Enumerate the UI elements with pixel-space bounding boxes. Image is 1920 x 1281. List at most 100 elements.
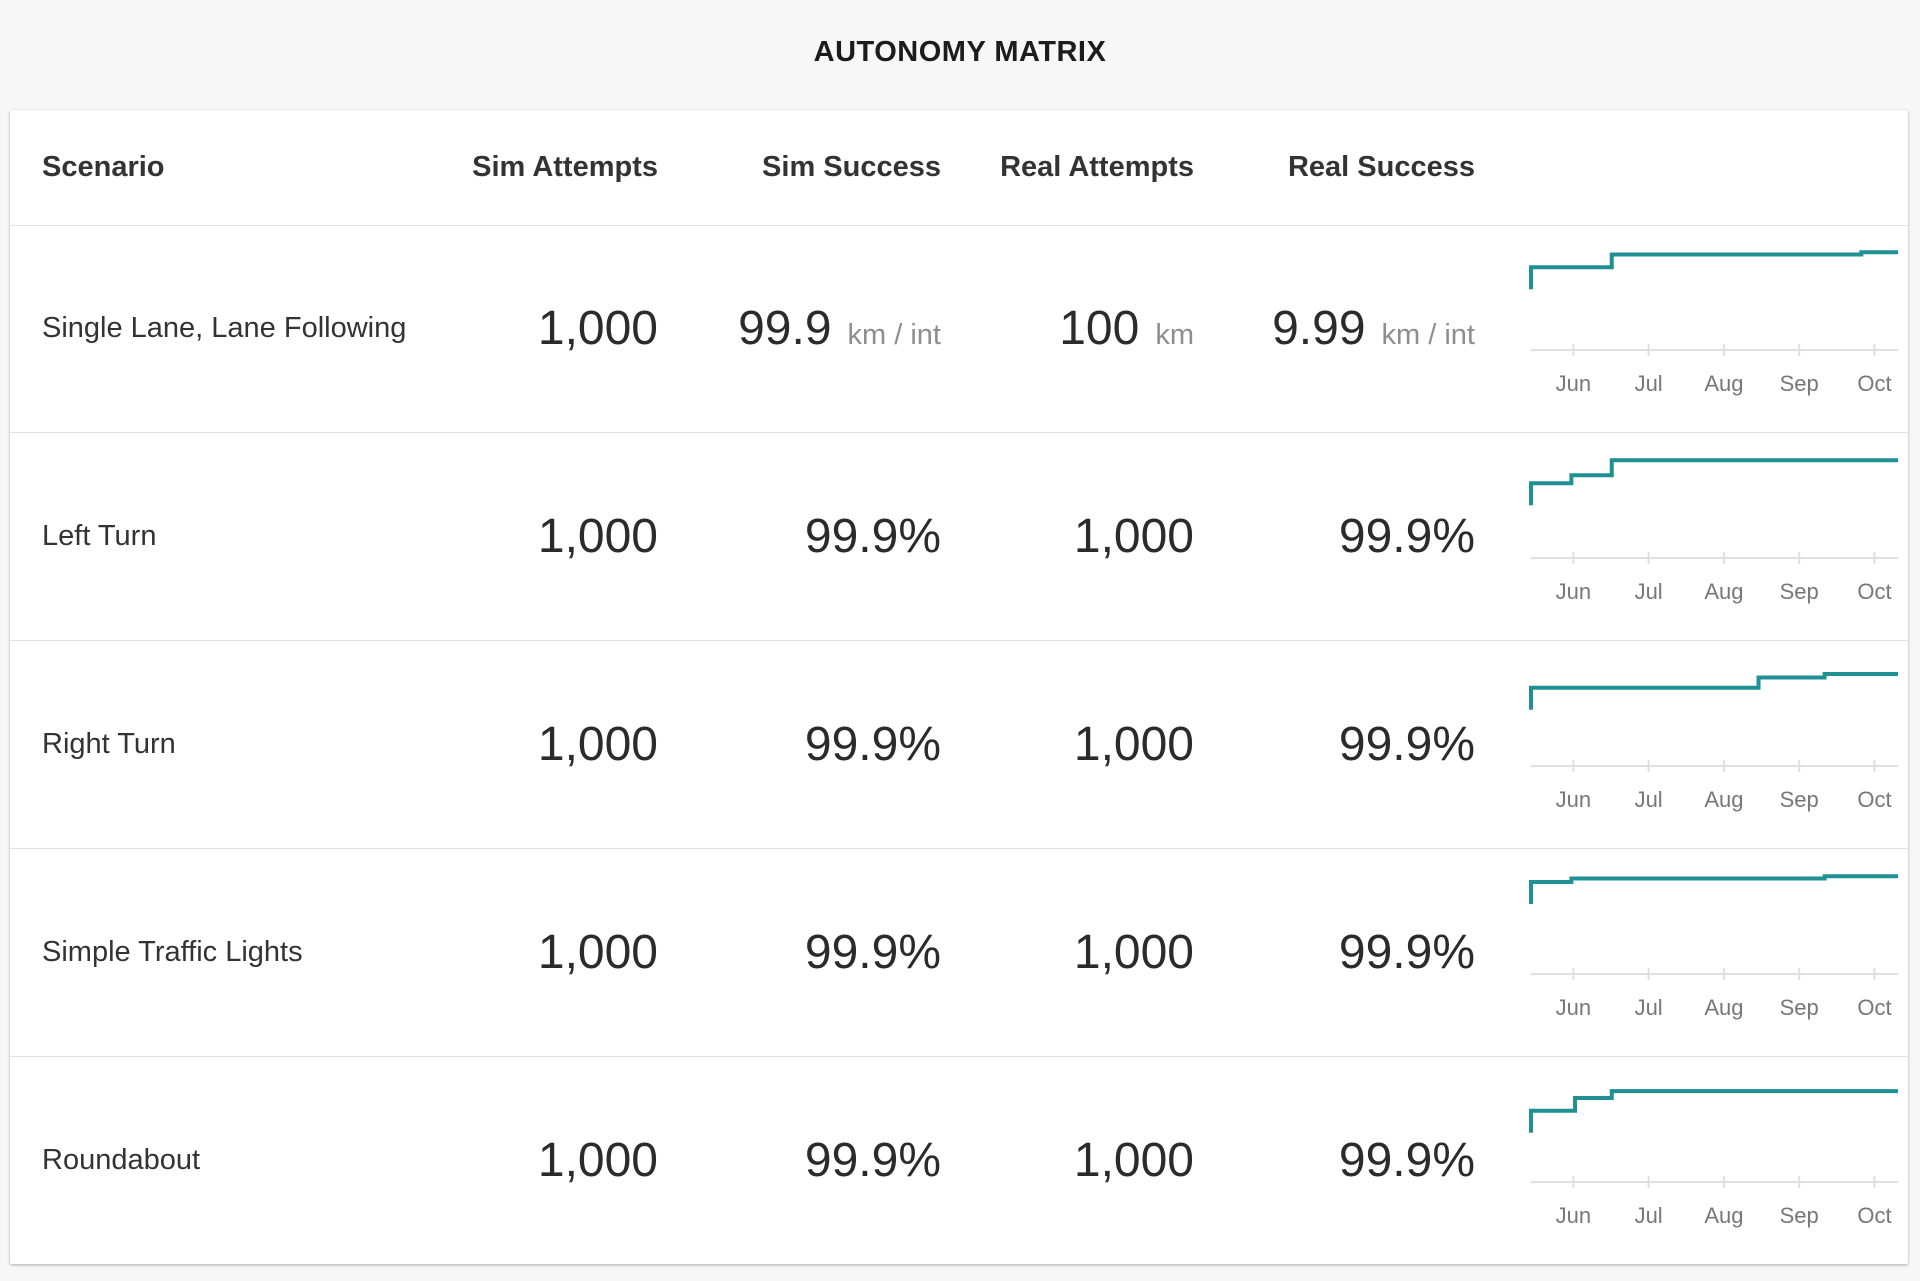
sparkline-tick-label: Jul (1635, 371, 1663, 396)
table-row[interactable]: Roundabout 1,000 99.9% 1,000 99.9% Jun Jul Aug S… (10, 1057, 1908, 1264)
sim-success-cell: 99.9% (805, 849, 941, 1056)
real-attempts-value: 100 (1059, 302, 1140, 355)
table-row[interactable]: Right Turn 1,000 99.9% 1,000 99.9% Jun Jul Aug S… (10, 641, 1908, 849)
real-attempts-cell: 100 km (1059, 225, 1194, 432)
sparkline-svg: Jun Jul Aug Sep Oct (1529, 458, 1898, 604)
sparkline-tick-label: Jul (1635, 995, 1663, 1020)
table-row[interactable]: Single Lane, Lane Following 1,000 99.9 km /… (10, 225, 1908, 433)
real-success-unit: km / int (1381, 319, 1475, 351)
sparkline-tick-label: Aug (1704, 787, 1743, 812)
column-header-scenario[interactable]: Scenario (42, 151, 165, 183)
scenario-name: Single Lane, Lane Following (42, 312, 407, 344)
scenario-name: Roundabout (42, 1144, 201, 1176)
real-attempts-cell: 1,000 (1074, 1057, 1194, 1264)
sparkline-tick-label: Aug (1704, 995, 1743, 1020)
real-success-cell: 99.9% (1339, 1057, 1475, 1264)
sim-success-cell: 99.9% (805, 1057, 941, 1264)
column-header-sim-attempts[interactable]: Sim Attempts (472, 151, 658, 183)
sparkline-tick-label: Aug (1704, 371, 1743, 396)
sim-attempts-value: 1,000 (537, 302, 658, 355)
real-success-value: 99.9% (1338, 1134, 1475, 1187)
sim-attempts-cell: 1,000 (538, 1057, 658, 1264)
sparkline-tick-label: Oct (1857, 995, 1891, 1020)
real-attempts-value: 1,000 (1073, 510, 1194, 563)
sim-success-cell: 99.9% (805, 641, 941, 848)
sim-success-value: 99.9% (804, 1134, 941, 1187)
autonomy-matrix-table: Scenario Sim Attempts Sim Success Real A… (10, 110, 1908, 1264)
scenario-name: Left Turn (42, 520, 157, 552)
sim-attempts-cell: 1,000 (538, 225, 658, 432)
sparkline-svg: Jun Jul Aug Sep Oct (1529, 672, 1898, 812)
sim-success-cell: 99.9 km / int (738, 225, 941, 432)
sparkline-tick-label: Jun (1556, 995, 1591, 1020)
real-success-cell: 9.99 km / int (1272, 225, 1475, 432)
sparkline-tick-label: Sep (1780, 579, 1819, 604)
sparkline-tick-label: Jun (1556, 787, 1591, 812)
sparkline-tick-label: Jul (1635, 579, 1663, 604)
sim-success-unit: km / int (847, 319, 941, 351)
sparkline-series-line (1529, 672, 1898, 710)
sparkline-tick-label: Aug (1704, 579, 1743, 604)
sparkline-svg: Jun Jul Aug Sep Oct (1529, 1089, 1898, 1228)
sparkline-series-line (1529, 874, 1898, 904)
sparkline-series-line (1529, 458, 1898, 506)
sparkline-tick-label: Oct (1857, 579, 1891, 604)
sparkline-svg: Jun Jul Aug Sep Oct (1529, 874, 1898, 1020)
table-row[interactable]: Left Turn 1,000 99.9% 1,000 99.9% Jun Jul Aug Se… (10, 433, 1908, 641)
sim-attempts-value: 1,000 (537, 926, 658, 979)
sparkline-tick-label: Oct (1857, 787, 1891, 812)
page-title: AUTONOMY MATRIX (813, 35, 1107, 68)
sim-attempts-value: 1,000 (537, 718, 658, 771)
sim-attempts-cell: 1,000 (538, 641, 658, 848)
sim-attempts-value: 1,000 (537, 1134, 658, 1187)
sim-attempts-value: 1,000 (537, 510, 658, 563)
sparkline-tick-label: Jun (1556, 1203, 1591, 1228)
real-success-cell: 99.9% (1339, 433, 1475, 640)
scenario-name: Right Turn (42, 728, 176, 760)
real-success-value: 99.9% (1338, 926, 1475, 979)
sim-success-cell: 99.9% (805, 433, 941, 640)
sparkline-series-line (1529, 250, 1898, 290)
real-attempts-cell: 1,000 (1074, 849, 1194, 1056)
sparkline-tick-label: Sep (1780, 787, 1819, 812)
sparkline-series-line (1529, 1089, 1898, 1133)
sparkline-tick-label: Jul (1635, 787, 1663, 812)
sim-success-value: 99.9% (804, 718, 941, 771)
trend-sparkline: Jun Jul Aug Sep Oct (1515, 641, 1908, 848)
sparkline-tick-label: Jun (1556, 579, 1591, 604)
real-success-value: 99.9% (1338, 718, 1475, 771)
trend-sparkline: Jun Jul Aug Sep Oct (1515, 849, 1908, 1056)
trend-sparkline: Jun Jul Aug Sep Oct (1515, 1057, 1908, 1264)
real-success-cell: 99.9% (1339, 849, 1475, 1056)
sim-attempts-cell: 1,000 (538, 433, 658, 640)
sparkline-tick-label: Aug (1704, 1203, 1743, 1228)
sparkline-tick-label: Oct (1857, 1203, 1891, 1228)
column-header-real-success[interactable]: Real Success (1287, 151, 1475, 183)
real-attempts-cell: 1,000 (1074, 433, 1194, 640)
real-attempts-value: 1,000 (1073, 718, 1194, 771)
column-header-sim-success[interactable]: Sim Success (762, 151, 941, 183)
sparkline-tick-label: Sep (1780, 995, 1819, 1020)
real-success-value: 99.9% (1338, 510, 1475, 563)
scenario-name: Simple Traffic Lights (42, 936, 303, 968)
sim-attempts-cell: 1,000 (538, 849, 658, 1056)
real-success-cell: 99.9% (1339, 641, 1475, 848)
sparkline-tick-label: Oct (1857, 371, 1891, 396)
sparkline-tick-label: Jun (1556, 371, 1591, 396)
table-row[interactable]: Simple Traffic Lights 1,000 99.9% 1,000 99.9… (10, 849, 1908, 1057)
real-attempts-value: 1,000 (1073, 926, 1194, 979)
real-attempts-unit: km (1155, 319, 1194, 351)
sim-success-value: 99.9 (738, 302, 832, 355)
trend-sparkline: Jun Jul Aug Sep Oct (1515, 433, 1908, 640)
sim-success-value: 99.9% (804, 926, 941, 979)
real-attempts-cell: 1,000 (1074, 641, 1194, 848)
sim-success-value: 99.9% (804, 510, 941, 563)
real-attempts-value: 1,000 (1073, 1134, 1194, 1187)
real-success-value: 9.99 (1272, 302, 1366, 355)
table-header: Scenario Sim Attempts Sim Success Real A… (10, 110, 1908, 226)
column-header-real-attempts[interactable]: Real Attempts (1000, 151, 1194, 183)
sparkline-svg: Jun Jul Aug Sep Oct (1529, 250, 1898, 396)
trend-sparkline: Jun Jul Aug Sep Oct (1515, 225, 1908, 432)
sparkline-tick-label: Sep (1780, 1203, 1819, 1228)
sparkline-tick-label: Sep (1780, 371, 1819, 396)
